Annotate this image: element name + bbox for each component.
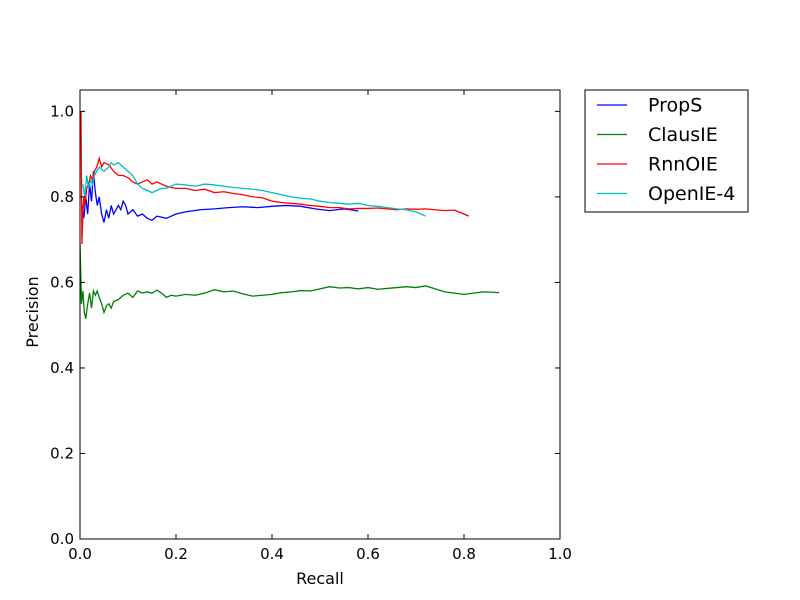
- series-line-clausie: [80, 243, 500, 319]
- x-tick-label: 0.6: [356, 545, 380, 563]
- legend-box: [584, 89, 749, 213]
- x-tick-label: 0.0: [68, 545, 92, 563]
- series-line-rnnoie: [80, 111, 470, 244]
- y-tick-label: 0.0: [50, 530, 74, 548]
- x-tick-label: 0.2: [164, 545, 188, 563]
- x-tick-label: 0.8: [452, 545, 476, 563]
- x-tick-label: 1.0: [548, 545, 572, 563]
- x-axis-label: Recall: [296, 569, 344, 588]
- axes: 0.00.0 0.2 0.2 0.4 0.4 0.6 0.6 0.8 0.8 1.0 1.0: [50, 89, 572, 563]
- legend-label-props: PropS: [648, 95, 702, 117]
- plot-area: [80, 111, 500, 319]
- x-tick-label: 0.4: [260, 545, 284, 563]
- y-axis-label: Precision: [23, 276, 42, 347]
- y-tick-label: 0.4: [50, 359, 74, 377]
- y-tick-label: 1.0: [50, 102, 74, 120]
- y-tick-label: 0.8: [50, 188, 74, 206]
- legend-label-clausie: ClausIE: [648, 124, 718, 146]
- axes-frame: [79, 89, 561, 540]
- y-tick-label: 0.6: [50, 273, 74, 291]
- legend: PropS ClausIE RnnOIE OpenIE-4: [584, 89, 749, 213]
- y-tick-label: 0.2: [50, 444, 74, 462]
- series-line-openie-4: [82, 161, 426, 217]
- series-line-props: [81, 171, 359, 223]
- legend-label-rnnoie: RnnOIE: [648, 154, 718, 176]
- legend-label-openie-4: OpenIE-4: [648, 183, 735, 205]
